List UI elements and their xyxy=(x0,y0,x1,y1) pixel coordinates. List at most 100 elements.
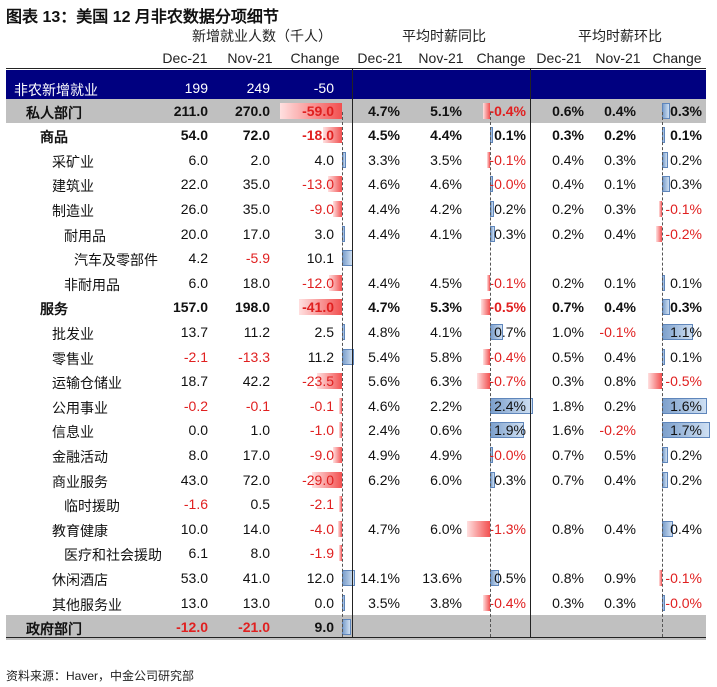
cell-value: 0.6% xyxy=(430,422,462,439)
cell-value: 4.2% xyxy=(430,201,462,217)
column-header: Dec-21 xyxy=(536,50,582,66)
cell-value: 0.3% xyxy=(604,594,636,611)
row-label: 耐用品 xyxy=(64,227,106,244)
cell-value: 249 xyxy=(246,80,270,96)
highlight-band xyxy=(6,615,706,640)
column-header: Change xyxy=(290,50,340,66)
source-note: 资料来源：Haver，中金公司研究部 xyxy=(6,669,195,683)
cell-value: 6.0% xyxy=(430,520,462,537)
cell-value: 0.4% xyxy=(604,102,636,119)
cell-value: -1.9 xyxy=(309,545,334,562)
cell-value: -50 xyxy=(313,80,334,96)
cell-value: 0.1% xyxy=(670,348,702,365)
cell-value: -0.5% xyxy=(665,373,702,390)
cell-value: 17.0 xyxy=(242,447,270,463)
cell-value: 0.9% xyxy=(604,570,636,586)
row-label: 采矿业 xyxy=(52,153,94,170)
negative-bar xyxy=(466,520,490,537)
cell-value: 72.0 xyxy=(242,127,270,144)
cell-value: 13.6% xyxy=(422,570,462,586)
bar-axis-line xyxy=(490,112,491,637)
row-label: 非农新增就业 xyxy=(14,82,98,98)
cell-value: 0.1% xyxy=(494,127,526,144)
cell-value: 1.6% xyxy=(670,397,702,414)
cell-value: 6.0% xyxy=(430,471,462,488)
cell-value: 0.7% xyxy=(552,447,584,463)
table-bottom-rule xyxy=(6,636,706,638)
negative-bar xyxy=(329,274,342,291)
highlight-band xyxy=(6,98,706,124)
row-label: 非耐用品 xyxy=(64,276,120,293)
column-header: Change xyxy=(652,50,702,66)
cell-value: 0.3% xyxy=(552,594,584,611)
negative-bar xyxy=(339,422,342,439)
cell-value: -2.1 xyxy=(183,348,208,365)
cell-value: 0.4% xyxy=(604,520,636,537)
cell-value: 0.3% xyxy=(670,102,702,119)
cell-value: 4.5% xyxy=(368,127,400,144)
negative-bar xyxy=(280,102,342,119)
cell-value: 4.7% xyxy=(368,102,400,119)
cell-value: -0.2% xyxy=(599,422,636,439)
cell-value: 3.5% xyxy=(430,151,462,168)
column-header: Dec-21 xyxy=(357,50,403,66)
cell-value: 0.3% xyxy=(552,127,584,144)
cell-value: 8.0 xyxy=(250,545,270,562)
cell-value: 0.3% xyxy=(670,299,702,316)
cell-value: 198.0 xyxy=(234,299,270,316)
column-header: Nov-21 xyxy=(418,50,464,66)
negative-bar xyxy=(482,102,490,119)
negative-bar xyxy=(482,348,490,365)
cell-value: -0.4% xyxy=(489,102,526,119)
cell-value: -59.0 xyxy=(302,102,334,119)
bar-axis-line xyxy=(662,112,663,637)
cell-value: 4.9% xyxy=(368,447,400,463)
cell-value: 0.0 xyxy=(188,422,208,439)
negative-bar xyxy=(482,594,490,611)
cell-value: 4.1% xyxy=(430,225,462,242)
row-label: 医疗和社会援助 xyxy=(64,547,162,564)
cell-value: 0.4% xyxy=(604,348,636,365)
cell-value: -1.6 xyxy=(183,496,208,513)
row-label: 私人部门 xyxy=(26,104,82,121)
cell-value: -0.0% xyxy=(489,447,526,463)
negative-bar xyxy=(332,447,342,463)
cell-value: 14.1% xyxy=(360,570,400,586)
positive-bar xyxy=(342,619,352,636)
cell-value: -23.5 xyxy=(302,373,334,390)
negative-bar xyxy=(648,373,662,390)
cell-value: -0.7% xyxy=(489,373,526,390)
cell-value: 4.4% xyxy=(368,274,400,291)
cell-value: 0.3% xyxy=(494,471,526,488)
cell-value: 0.2% xyxy=(494,201,526,217)
cell-value: 4.1% xyxy=(430,324,462,340)
cell-value: 6.0 xyxy=(188,274,208,291)
cell-value: -0.5% xyxy=(489,299,526,316)
cell-value: 13.0 xyxy=(242,594,270,611)
cell-value: 2.2% xyxy=(430,397,462,414)
group-header-wage-yoy: 平均时薪同比 xyxy=(402,28,486,44)
cell-value: 0.7% xyxy=(494,324,526,340)
page-title: 图表 13：美国 12 月非农数据分项细节 xyxy=(6,9,279,26)
cell-value: -12.0 xyxy=(176,619,208,636)
cell-value: 0.2% xyxy=(670,151,702,168)
cell-value: 4.6% xyxy=(368,397,400,414)
cell-value: 10.0 xyxy=(180,520,208,537)
row-label: 批发业 xyxy=(52,326,94,342)
cell-value: 3.8% xyxy=(430,594,462,611)
cell-value: 4.6% xyxy=(368,176,400,193)
cell-value: 6.2% xyxy=(368,471,400,488)
cell-value: 0.1% xyxy=(670,127,702,144)
cell-value: 0.5% xyxy=(552,348,584,365)
cell-value: 1.8% xyxy=(552,397,584,414)
cell-value: -1.3% xyxy=(489,520,526,537)
cell-value: -0.1% xyxy=(665,201,702,217)
cell-value: 6.1 xyxy=(188,545,208,562)
cell-value: 41.0 xyxy=(242,570,270,586)
cell-value: 1.9% xyxy=(494,422,526,439)
cell-value: -0.0% xyxy=(665,594,702,611)
cell-value: 4.4% xyxy=(430,127,462,144)
negative-bar xyxy=(311,471,342,488)
cell-value: 14.0 xyxy=(242,520,270,537)
row-label: 零售业 xyxy=(52,350,94,367)
